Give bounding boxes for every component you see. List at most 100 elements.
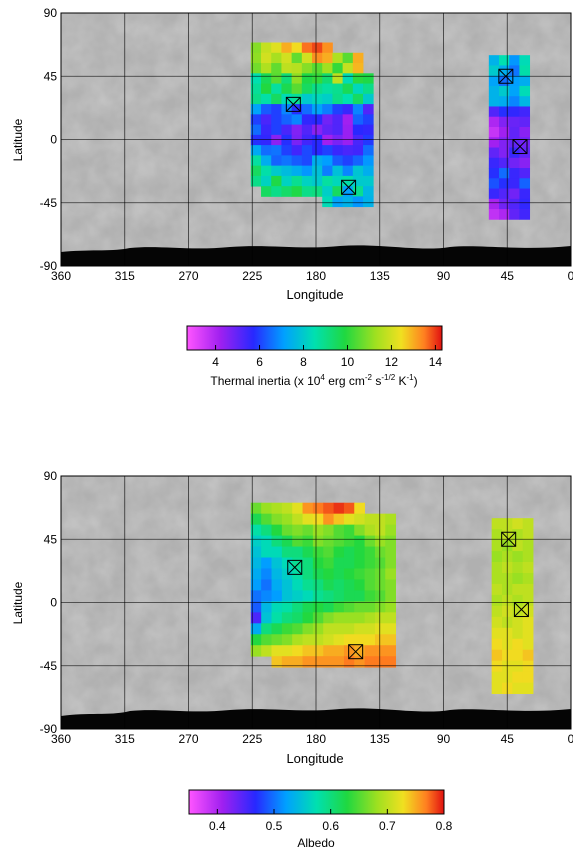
heatmap-cell	[352, 155, 364, 167]
heatmap-cell	[385, 568, 397, 580]
heatmap-cell	[488, 85, 500, 97]
heatmap-cell	[374, 568, 386, 580]
heatmap-cell	[322, 42, 333, 54]
heatmap-cell	[292, 634, 303, 646]
heatmap-cell	[512, 660, 524, 673]
heatmap-cell	[519, 65, 531, 77]
heatmap-cell	[364, 612, 376, 624]
heatmap-cell	[488, 209, 500, 220]
heatmap-cell	[499, 157, 510, 169]
heatmap-cell	[342, 104, 354, 115]
y-tick-label: -90	[40, 259, 58, 273]
heatmap-cell	[354, 656, 365, 668]
heatmap-cell	[281, 145, 293, 156]
y-tick-label: 90	[44, 469, 58, 483]
heatmap-cell	[271, 656, 283, 668]
heatmap-cell	[291, 155, 303, 167]
heatmap-cell	[333, 623, 345, 635]
heatmap-cell	[301, 93, 313, 105]
heatmap-cell	[333, 612, 345, 624]
heatmap-cell	[250, 134, 262, 146]
heatmap-cell	[385, 557, 397, 569]
heatmap-cell	[333, 535, 345, 547]
heatmap-cell	[312, 134, 323, 146]
colorbar-tick-label: 0.7	[379, 819, 396, 833]
heatmap-cell	[302, 656, 314, 668]
colorbar: 0.4 0.5 0.6 0.7 0.8 Albedo	[188, 789, 453, 850]
heatmap-cell	[488, 147, 500, 159]
heatmap-cell	[354, 502, 365, 515]
heatmap-cell	[261, 93, 272, 105]
heatmap-cell	[352, 186, 364, 197]
heatmap-cell	[250, 579, 262, 591]
y-tick-label: -45	[40, 659, 58, 673]
heatmap-cell	[292, 579, 303, 591]
heatmap-cell	[271, 114, 282, 125]
heatmap-cell	[281, 134, 293, 146]
heatmap-cell	[354, 557, 365, 569]
heatmap-cell	[250, 590, 262, 602]
colorbar-label: Thermal inertia (x 104 erg cm-2 s-1/2 K-…	[210, 373, 417, 388]
heatmap-cell	[488, 137, 500, 148]
heatmap-cell	[281, 502, 293, 515]
heatmap-cell	[342, 124, 354, 136]
x-tick-label: 45	[501, 732, 515, 746]
heatmap-cell	[491, 551, 503, 563]
heatmap-cell	[250, 42, 262, 54]
heatmap-cell	[491, 616, 503, 629]
heatmap-cell	[374, 623, 386, 635]
heatmap-cell	[323, 601, 334, 613]
heatmap-cell	[271, 165, 282, 177]
heatmap-cell	[363, 83, 374, 95]
heatmap-cell	[491, 605, 503, 618]
heatmap-cell	[488, 106, 500, 118]
heatmap-cell	[343, 656, 355, 668]
heatmap-cell	[343, 623, 355, 635]
heatmap-cell	[332, 104, 344, 115]
heatmap-cell	[519, 75, 531, 87]
x-tick-label: 90	[437, 269, 451, 283]
heatmap-cell	[512, 616, 524, 629]
heatmap-cell	[499, 126, 510, 138]
heatmap-cell	[343, 535, 355, 547]
heatmap-cell	[342, 196, 354, 208]
heatmap-cell	[363, 175, 374, 187]
heatmap-cell	[352, 145, 364, 156]
heatmap-cell	[364, 557, 376, 569]
heatmap-cell	[519, 209, 531, 220]
heatmap-cell	[322, 165, 333, 177]
y-tick-label: -90	[40, 722, 58, 736]
heatmap-cell	[522, 572, 534, 585]
heatmap-cell	[333, 590, 345, 602]
heatmap-cell	[499, 85, 510, 97]
heatmap-cell	[512, 682, 524, 694]
heatmap-cell	[364, 524, 376, 536]
crossed-box-marker	[348, 644, 364, 660]
heatmap-cell	[374, 513, 386, 526]
heatmap-cell	[271, 590, 283, 602]
heatmap-cell	[499, 75, 510, 87]
heatmap-cell	[312, 612, 324, 624]
heatmap-cell	[352, 83, 364, 95]
heatmap-cell	[291, 186, 303, 197]
heatmap-cell	[322, 124, 333, 136]
heatmap-cell	[261, 114, 272, 125]
heatmap-cell	[312, 524, 324, 536]
heatmap-cell	[261, 104, 272, 115]
heatmap-cell	[333, 502, 345, 515]
heatmap-cell	[491, 627, 503, 640]
heatmap-cell	[250, 145, 262, 156]
heatmap-cell	[271, 83, 282, 95]
heatmap-cell	[385, 656, 397, 668]
colorbar-tick-label: 8	[300, 355, 307, 369]
heatmap-cell	[250, 63, 262, 74]
heatmap-cell	[261, 52, 272, 64]
heatmap-cell	[332, 63, 344, 74]
heatmap-cell	[250, 165, 262, 177]
heatmap-cell	[312, 535, 324, 547]
heatmap-cell	[343, 513, 355, 526]
heatmap-cell	[292, 546, 303, 558]
heatmap-cell	[250, 114, 262, 125]
heatmap-cell	[354, 568, 365, 580]
